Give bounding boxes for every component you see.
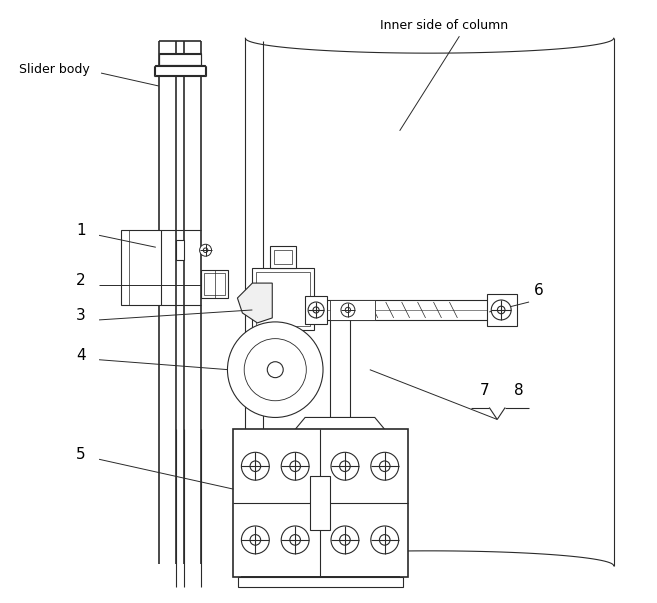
Circle shape (313, 307, 319, 313)
Bar (274, 250, 292, 264)
Bar (310, 300, 489, 320)
Bar (330, 300, 374, 320)
Bar (121, 230, 161, 305)
Circle shape (203, 248, 208, 253)
Circle shape (290, 461, 300, 472)
Bar (487, 294, 517, 326)
Text: 6: 6 (534, 283, 544, 298)
Circle shape (380, 535, 390, 545)
Text: Slider body: Slider body (20, 63, 90, 76)
Circle shape (308, 302, 324, 318)
Circle shape (281, 526, 309, 554)
Circle shape (250, 535, 261, 545)
Text: 8: 8 (514, 382, 524, 397)
Circle shape (371, 526, 399, 554)
Circle shape (200, 244, 212, 256)
Text: Inner side of column: Inner side of column (380, 19, 508, 32)
Circle shape (227, 322, 323, 417)
Circle shape (250, 461, 261, 472)
Circle shape (267, 362, 283, 377)
Text: 1: 1 (76, 223, 86, 238)
Circle shape (341, 303, 355, 317)
Text: 4: 4 (76, 348, 86, 363)
Circle shape (241, 452, 269, 480)
Circle shape (244, 339, 306, 401)
Polygon shape (295, 417, 385, 429)
Bar (159, 53, 200, 65)
Bar (252, 268, 314, 330)
Circle shape (491, 300, 511, 320)
Bar (238, 576, 403, 587)
Text: 2: 2 (76, 273, 86, 288)
Bar (270, 246, 296, 268)
Bar (175, 240, 184, 260)
Circle shape (340, 535, 350, 545)
Bar (155, 65, 204, 75)
Bar (305, 296, 327, 324)
Text: 3: 3 (76, 308, 86, 323)
Circle shape (371, 452, 399, 480)
Polygon shape (237, 283, 272, 323)
Text: 7: 7 (480, 382, 489, 397)
Bar (233, 429, 407, 576)
Circle shape (380, 461, 390, 472)
Bar (256, 272, 310, 326)
Bar (200, 270, 229, 298)
Circle shape (340, 461, 350, 472)
Text: 5: 5 (76, 447, 86, 463)
Bar (204, 273, 225, 295)
Circle shape (346, 308, 351, 312)
Circle shape (331, 452, 359, 480)
Circle shape (290, 535, 300, 545)
Circle shape (497, 306, 505, 314)
Bar (310, 476, 330, 530)
Circle shape (281, 452, 309, 480)
Circle shape (331, 526, 359, 554)
Circle shape (241, 526, 269, 554)
